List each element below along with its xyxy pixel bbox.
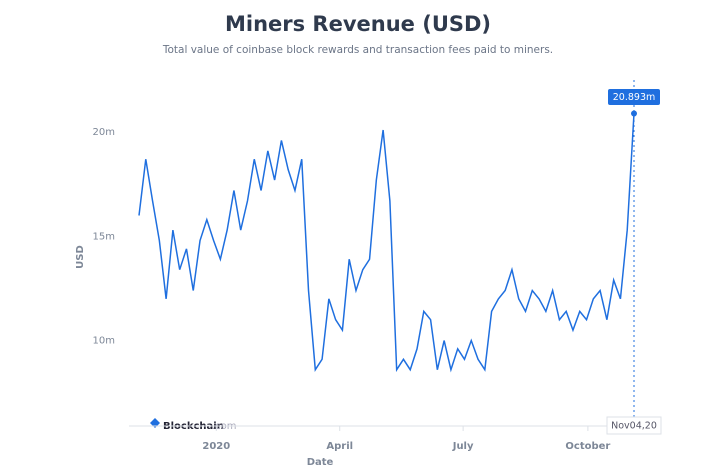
y-tick-label: 10m (93, 336, 115, 347)
tooltip-date-box (606, 416, 662, 435)
y-axis-label: USD (75, 245, 86, 269)
chart-title: Miners Revenue (USD) (225, 12, 491, 36)
x-tick-label: April (326, 441, 353, 452)
line-series (138, 113, 635, 373)
tooltip-value: 20.893m (613, 92, 656, 103)
y-tick-label: 20m (93, 127, 115, 138)
x-tick-label: October (565, 441, 610, 452)
tooltip-date: Nov04,20 (611, 421, 657, 432)
chart-subtitle: Total value of coinbase block rewards an… (162, 44, 553, 56)
x-axis-label: Date (307, 457, 334, 468)
tooltip-box (608, 89, 660, 105)
x-tick-label: 2020 (202, 441, 230, 452)
x-tick-label: July (452, 441, 474, 452)
y-tick-label: 15m (93, 231, 115, 242)
hover-point (631, 110, 637, 117)
